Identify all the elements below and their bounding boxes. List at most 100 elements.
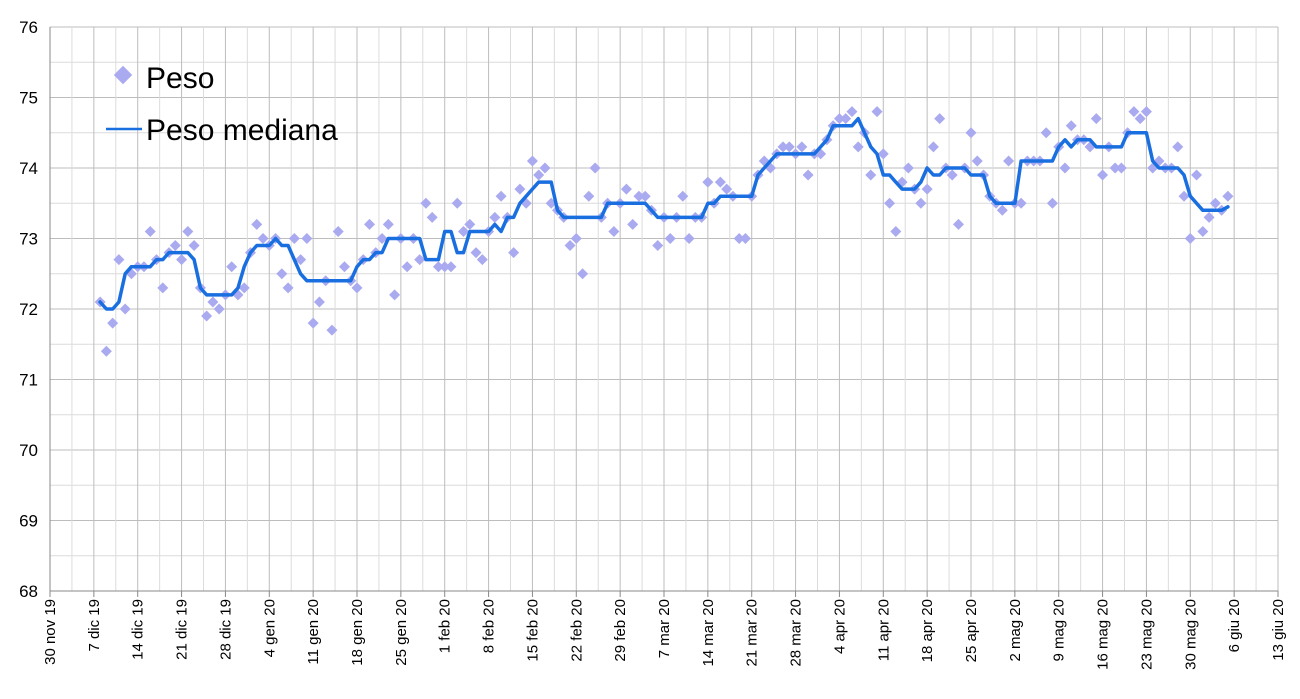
- y-tick-label: 70: [19, 441, 38, 460]
- peso-point: [207, 296, 219, 308]
- x-tick-label: 25 apr 20: [963, 599, 980, 662]
- peso-point: [414, 254, 426, 266]
- peso-point: [401, 261, 413, 273]
- peso-point: [652, 240, 664, 252]
- peso-point: [702, 176, 714, 188]
- peso-point: [840, 113, 852, 125]
- peso-point: [865, 169, 877, 181]
- legend-label-peso: Peso: [146, 62, 214, 95]
- peso-point: [946, 169, 958, 181]
- peso-point: [877, 148, 889, 160]
- peso-point: [1203, 211, 1215, 223]
- peso-point: [1172, 141, 1184, 153]
- peso-point: [313, 296, 325, 308]
- peso-point: [439, 261, 451, 273]
- peso-point: [714, 176, 726, 188]
- peso-point: [777, 141, 789, 153]
- peso-point: [1178, 190, 1190, 202]
- peso-point: [470, 247, 482, 259]
- peso-point: [458, 225, 470, 237]
- y-tick-label: 74: [19, 159, 38, 178]
- peso-point: [1109, 162, 1121, 174]
- legend-marker-peso: [113, 65, 133, 85]
- peso-point: [451, 197, 463, 209]
- peso-point: [445, 261, 457, 273]
- x-tick-label: 30 mag 20: [1182, 599, 1199, 670]
- peso-point: [100, 345, 112, 357]
- peso-point: [157, 282, 169, 294]
- peso-point: [1209, 197, 1221, 209]
- peso-point: [376, 233, 388, 244]
- x-tick-label: 15 feb 20: [524, 599, 541, 662]
- legend-item-peso-mediana: Peso mediana: [106, 114, 338, 147]
- peso-point: [996, 204, 1008, 216]
- x-tick-label: 7 mar 20: [656, 599, 673, 658]
- peso-point: [921, 183, 933, 195]
- x-tick-label: 8 feb 20: [481, 599, 498, 653]
- legend: Peso Peso mediana: [106, 62, 338, 147]
- peso-point: [420, 197, 432, 209]
- peso-point: [721, 183, 733, 195]
- peso-point: [683, 233, 695, 244]
- peso-point: [952, 218, 964, 230]
- peso-point: [251, 218, 263, 230]
- peso-point: [965, 127, 977, 139]
- peso-point: [733, 233, 745, 244]
- peso-point: [583, 190, 595, 202]
- peso-point: [1128, 106, 1140, 118]
- x-tick-label: 29 feb 20: [612, 599, 629, 662]
- x-tick-label: 1 feb 20: [437, 599, 454, 653]
- peso-point: [257, 233, 269, 244]
- x-tick-label: 16 mag 20: [1095, 599, 1112, 670]
- peso-point: [107, 317, 119, 329]
- peso-point: [915, 197, 927, 209]
- peso-point: [188, 240, 200, 252]
- peso-point: [884, 197, 896, 209]
- peso-point: [564, 240, 576, 252]
- y-tick-label: 68: [19, 582, 38, 601]
- peso-point: [677, 190, 689, 202]
- peso-point: [1184, 233, 1196, 244]
- x-tick-label: 14 dic 19: [130, 599, 147, 660]
- x-tick-label: 4 gen 20: [261, 599, 278, 657]
- y-tick-label: 76: [19, 18, 38, 37]
- x-axis: 30 nov 19 7 dic 19 14 dic 19 21 dic 19 28 di…: [42, 591, 1287, 670]
- x-tick-label: 14 mar 20: [700, 599, 717, 667]
- peso-point: [201, 310, 213, 322]
- peso-point: [389, 289, 401, 301]
- x-tick-label: 28 dic 19: [217, 599, 234, 660]
- peso-point: [934, 113, 946, 125]
- peso-point: [1115, 162, 1127, 174]
- x-tick-label: 25 gen 20: [393, 599, 410, 666]
- peso-point: [526, 155, 538, 167]
- peso-point: [514, 183, 526, 195]
- peso-point: [664, 233, 676, 244]
- peso-point: [169, 240, 181, 252]
- peso-point: [332, 225, 344, 237]
- x-tick-label: 30 nov 19: [42, 599, 59, 665]
- peso-point: [338, 261, 350, 273]
- x-tick-label: 21 dic 19: [174, 599, 191, 660]
- peso-point: [144, 225, 156, 237]
- peso-point: [238, 282, 250, 294]
- legend-item-peso: Peso: [113, 62, 214, 95]
- peso-point: [382, 218, 394, 230]
- peso-point: [802, 169, 814, 181]
- x-tick-label: 11 apr 20: [875, 599, 892, 661]
- peso-point: [1065, 120, 1077, 132]
- peso-point: [276, 268, 288, 280]
- peso-point: [539, 162, 551, 174]
- peso-point: [489, 211, 501, 223]
- peso-point: [495, 190, 507, 202]
- peso-point: [1059, 162, 1071, 174]
- peso-point: [1040, 127, 1052, 139]
- peso-point: [476, 254, 488, 266]
- peso-point: [288, 233, 300, 244]
- peso-point: [1046, 197, 1058, 209]
- peso-point: [213, 303, 225, 315]
- peso-point: [533, 169, 545, 181]
- peso-point: [282, 282, 294, 294]
- peso-point: [176, 254, 188, 266]
- peso-point: [1097, 169, 1109, 181]
